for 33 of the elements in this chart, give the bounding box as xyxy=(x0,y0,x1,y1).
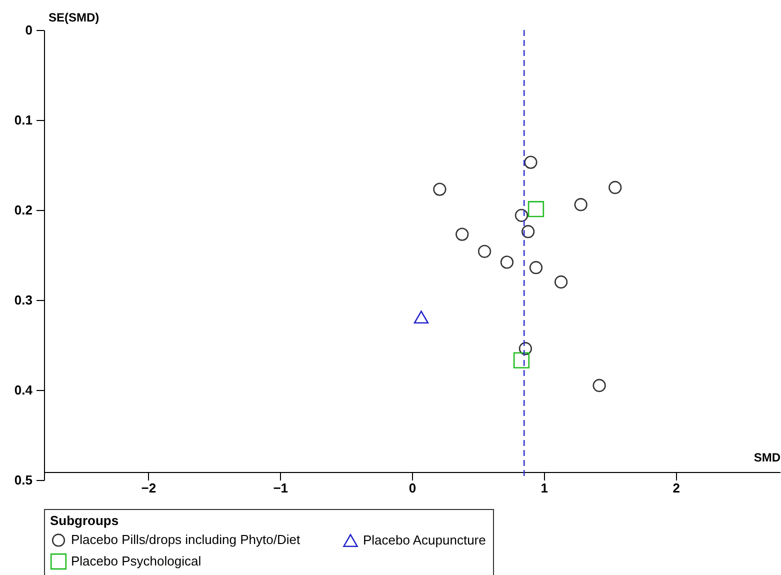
x-tick-label: 0 xyxy=(408,480,416,496)
point xyxy=(529,261,543,274)
point xyxy=(522,225,535,238)
y-tick-label: 0 xyxy=(25,22,32,38)
point xyxy=(478,244,492,258)
point xyxy=(414,310,429,324)
point xyxy=(433,182,446,196)
point xyxy=(456,228,469,241)
point xyxy=(528,201,544,218)
y-tick-label: 0.4 xyxy=(14,382,34,398)
y-axis-title: SE(SMD) xyxy=(48,10,100,24)
point xyxy=(608,180,622,194)
x-tick-label: −2 xyxy=(141,480,156,496)
y-tick-label: 0.1 xyxy=(14,112,32,128)
point xyxy=(500,256,514,269)
legend-label: Placebo Psychological xyxy=(71,554,202,568)
point xyxy=(513,352,530,368)
y-tick-label: 0.3 xyxy=(14,292,32,308)
x-tick-label: −1 xyxy=(273,480,288,496)
point xyxy=(574,198,588,212)
legend-title: Subgroups xyxy=(50,513,119,528)
y-tick-label: 0.5 xyxy=(14,472,32,488)
point xyxy=(514,208,528,222)
point xyxy=(524,156,538,169)
x-tick-label: 1 xyxy=(540,480,548,496)
point xyxy=(554,275,568,289)
x-axis-title: SMD xyxy=(754,450,781,464)
point xyxy=(592,378,606,392)
legend-label: Placebo Acupuncture xyxy=(363,532,486,548)
point xyxy=(518,342,532,356)
legend-label: Placebo Pills/drops including Phyto/Diet xyxy=(71,532,300,548)
y-tick-label: 0.2 xyxy=(14,202,32,218)
x-tick-label: 2 xyxy=(672,480,680,496)
